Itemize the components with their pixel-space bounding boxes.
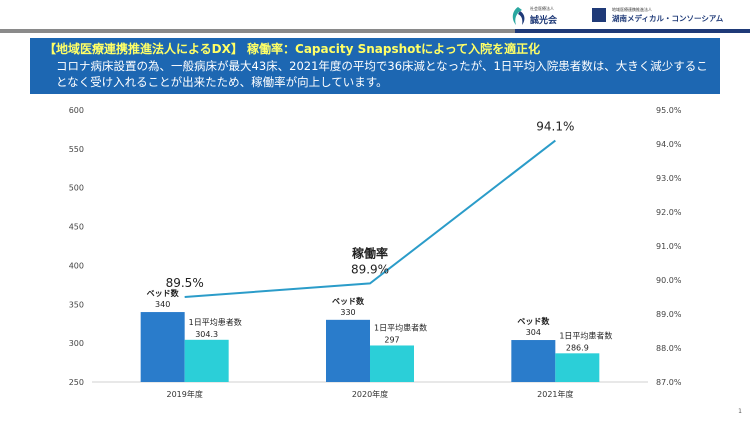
rate-value-label: 94.1% (536, 120, 574, 134)
bar-beds (140, 312, 185, 382)
y-right-tick-label: 94.0% (656, 140, 682, 149)
y-right-tick-label: 95.0% (656, 106, 682, 115)
consortium-logo: 地域医療連携推進法人 湖南メディカル・コンソーシアム (592, 6, 742, 26)
y-right-tick-label: 89.0% (656, 310, 682, 319)
bar-patients-value-label: 304.3 (195, 330, 218, 339)
y-right-tick-label: 92.0% (656, 208, 682, 217)
header-description: コロナ病床設置の為、一般病床が最大43床、2021年度の平均で36床減となったが… (56, 59, 708, 89)
y-left-tick-label: 250 (69, 378, 84, 387)
rate-line (184, 139, 556, 298)
bar-patients (184, 339, 229, 382)
bar-patients-series-label: 1日平均患者数 (189, 317, 242, 327)
bar-patients-series-label: 1日平均患者数 (374, 322, 427, 332)
rate-series-label: 稼働率 (352, 245, 388, 260)
x-tick-label: 2021年度 (537, 389, 573, 399)
bar-beds-value-label: 340 (155, 300, 170, 309)
header-banner: 【地域医療連携推進法人によるDX】 稼働率：Capacity Snapshotに… (30, 38, 720, 94)
bar-beds-value-label: 330 (340, 308, 355, 317)
bar-beds (511, 340, 556, 382)
y-left-tick-label: 400 (69, 261, 84, 270)
consortium-emblem-icon (592, 8, 606, 22)
y-left-tick-label: 350 (69, 300, 84, 309)
page-number: 1 (738, 408, 742, 415)
rate-value-label: 89.5% (166, 276, 204, 290)
y-right-tick-label: 90.0% (656, 276, 682, 285)
header-title: 【地域医療連携推進法人によるDX】 稼働率：Capacity Snapshotに… (44, 42, 541, 56)
org2-name: 湖南メディカル・コンソーシアム (612, 14, 724, 23)
seikokai-emblem-icon (512, 7, 525, 25)
bar-beds-value-label: 304 (526, 328, 541, 337)
bar-patients (555, 353, 600, 382)
y-left-tick-label: 550 (69, 145, 84, 154)
y-left-tick-label: 500 (69, 184, 84, 193)
bar-patients (370, 345, 414, 382)
top-rule-blue (515, 29, 750, 33)
org1-name: 誠光会 (530, 16, 558, 26)
bar-beds-series-label: ベッド数 (147, 288, 180, 298)
y-left-tick-label: 450 (69, 223, 84, 232)
rate-value-label: 89.9% (351, 262, 389, 276)
x-tick-label: 2019年度 (166, 389, 202, 399)
seikokai-logo: 社会医療法人 誠光会 (508, 5, 580, 27)
top-rule-gray (0, 29, 515, 33)
org1-small-label: 社会医療法人 (530, 6, 554, 11)
y-right-tick-label: 93.0% (656, 174, 682, 183)
bar-patients-value-label: 297 (384, 335, 399, 344)
x-tick-label: 2020年度 (352, 389, 388, 399)
bar-beds (326, 319, 370, 382)
bar-patients-value-label: 286.9 (566, 343, 589, 352)
y-left-tick-label: 300 (69, 339, 84, 348)
y-left-tick-label: 600 (69, 106, 84, 115)
bar-beds-series-label: ベッド数 (517, 316, 550, 326)
org2-small-label: 地域医療連携推進法人 (612, 7, 652, 12)
bar-beds-series-label: ベッド数 (332, 296, 365, 306)
y-right-tick-label: 87.0% (656, 378, 682, 387)
y-right-tick-label: 91.0% (656, 242, 682, 251)
bar-patients-series-label: 1日平均患者数 (559, 330, 612, 340)
y-right-tick-label: 88.0% (656, 344, 682, 353)
